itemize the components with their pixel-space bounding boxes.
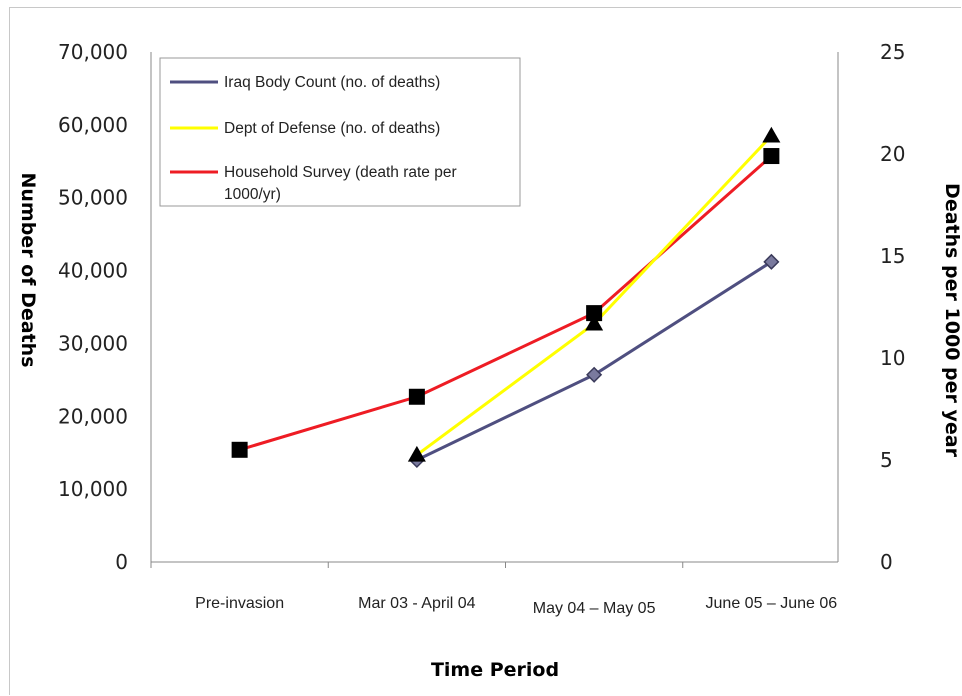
legend-box xyxy=(159,57,521,207)
data-point-triangle xyxy=(762,126,781,143)
y2-tick-label: 0 xyxy=(880,550,893,574)
category-labels: Pre-invasion Mar 03 - April 04 May 04 – Ma… xyxy=(195,595,837,617)
data-point-diamond xyxy=(586,366,603,383)
y-tick-label: 10,000 xyxy=(58,477,128,501)
legend-label: Household Survey (death rate per 1000/yr) xyxy=(224,164,457,203)
y2-axis-title: Deaths per 1000 per year xyxy=(941,183,962,458)
category-label: Mar 03 - April 04 xyxy=(358,595,475,612)
y2-tick-label: 10 xyxy=(880,346,905,370)
y-tick-label: 30,000 xyxy=(58,331,128,355)
data-point-triangle xyxy=(585,314,604,331)
category-label: May 04 – May 05 xyxy=(533,600,656,617)
series-line xyxy=(416,260,773,462)
chart-frame xyxy=(9,7,961,695)
x-axis-title: Time Period xyxy=(431,659,559,681)
data-point-triangle xyxy=(407,445,426,462)
data-point-square xyxy=(586,305,603,322)
right-axis-ticks: 0 5 10 15 20 25 xyxy=(880,40,905,574)
y2-tick-label: 20 xyxy=(880,142,905,166)
y2-tick-label: 15 xyxy=(880,244,905,268)
y-tick-label: 70,000 xyxy=(58,40,128,64)
y-tick-label: 50,000 xyxy=(58,186,128,210)
y-tick-label: 40,000 xyxy=(58,259,128,283)
data-point-square xyxy=(763,148,780,165)
legend: Iraq Body Count (no. of deaths) Dept of D… xyxy=(159,57,521,207)
y-tick-label: 20,000 xyxy=(58,404,128,428)
axes xyxy=(150,52,839,568)
data-point-square xyxy=(231,441,248,458)
y-axis-title: Number of Deaths xyxy=(17,172,39,367)
category-label: Pre-invasion xyxy=(195,595,284,612)
left-axis-ticks: 0 10,000 20,000 30,000 40,000 50,000 60,000 70,… xyxy=(58,40,128,574)
legend-label: Iraq Body Count (no. of deaths) xyxy=(224,74,440,91)
legend-label: Dept of Defense (no. of deaths) xyxy=(224,120,440,137)
y-tick-label: 60,000 xyxy=(58,113,128,137)
series-line xyxy=(239,154,773,452)
data-point-diamond xyxy=(763,253,780,270)
y2-tick-label: 5 xyxy=(880,448,893,472)
category-label: June 05 – June 06 xyxy=(706,595,838,612)
y-tick-label: 0 xyxy=(115,550,128,574)
y2-tick-label: 25 xyxy=(880,40,905,64)
data-point-square xyxy=(408,388,425,405)
